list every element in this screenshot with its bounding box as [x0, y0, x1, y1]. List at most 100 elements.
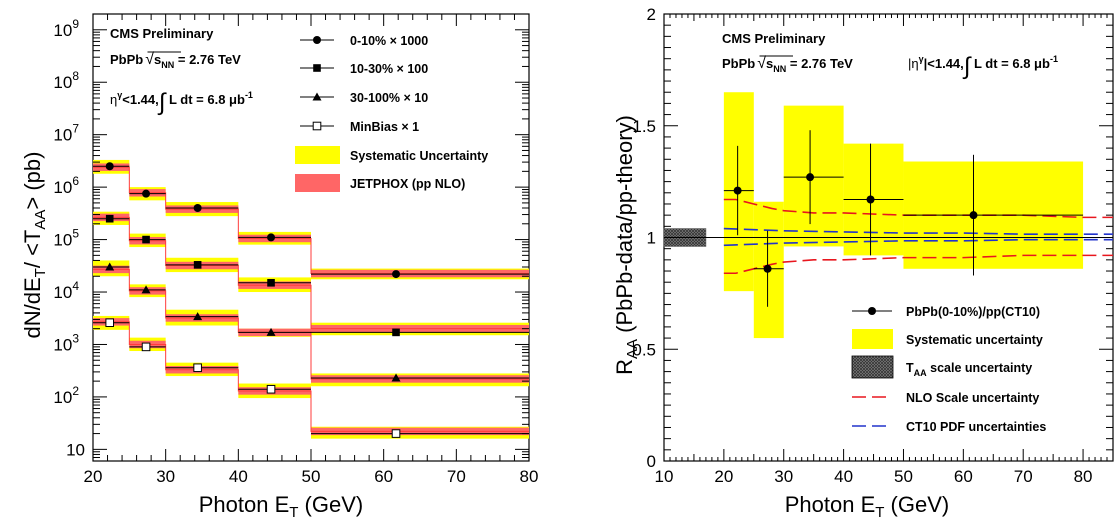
x-tick-label: 50: [302, 467, 321, 486]
left-lumi-label: ηγ<1.44,∫ L dt = 6.8 μb-1: [110, 89, 253, 116]
legend-label: MinBias × 1: [350, 120, 419, 134]
right-plot-content: [663, 92, 1113, 339]
left-y-axis-title: dN/dET/ <TAA> (pb): [20, 152, 49, 339]
y-tick-label: 105: [53, 227, 79, 250]
data-point: [193, 261, 202, 269]
x-tick-label: 70: [1014, 467, 1033, 486]
pdf-lower-curve: [723, 238, 1113, 247]
legend-marker: [312, 92, 322, 101]
y-tick-label: 107: [53, 122, 79, 145]
data-point: [193, 363, 202, 373]
x-tick-label: 70: [447, 467, 466, 486]
jetphox-line: [93, 321, 529, 432]
data-point: [392, 328, 400, 337]
left-y-ticks: 10 102 103 104 105 106 107 108 109: [53, 13, 529, 462]
x-tick-label: 30: [774, 467, 793, 486]
left-legend: 0-10% × 1000 10-30% × 100 30-100% × 10 MinB…: [295, 34, 488, 192]
x-tick-label: 40: [229, 467, 248, 486]
data-point: [806, 173, 815, 182]
left-panel: 20 30 40 50 60 70 80 1010210310410510610710810…: [20, 13, 539, 521]
right-y-ticks: 0 0.5 1 1.5 2: [632, 5, 1113, 471]
data-point: [105, 162, 114, 171]
legend-label: 30-100% × 10: [350, 91, 428, 105]
y-tick-label: 0: [647, 452, 656, 471]
y-tick-label: 104: [53, 279, 79, 302]
data-point: [141, 285, 151, 294]
legend-marker: [313, 36, 321, 44]
right-x-ticks: 10 20 30 40 50 60 70 80: [655, 14, 1114, 486]
data-point: [763, 264, 772, 273]
data-point: [391, 373, 401, 382]
legend-label: Systematic uncertainty: [906, 333, 1043, 347]
y-tick-label: 10: [66, 440, 85, 459]
data-point: [969, 211, 978, 220]
x-tick-label: 30: [156, 467, 175, 486]
y-tick-label: 1: [647, 229, 656, 248]
jetphox-line: [93, 166, 529, 275]
right-lumi-label: |ηγ|<1.44,∫ L dt = 6.8 μb-1: [908, 53, 1058, 80]
left-plot-content: [93, 159, 529, 439]
right-panel: 10 20 30 40 50 60 70 80 0 0.5 1 1.5 2 PbPb(0-10%)/p…: [612, 5, 1114, 521]
legend-swatch: [851, 355, 894, 379]
y-tick-label: 102: [53, 384, 79, 407]
data-point: [142, 235, 150, 244]
x-tick-label: 80: [520, 467, 539, 486]
data-point: [142, 189, 151, 198]
legend-label: CT10 PDF uncertainties: [906, 420, 1046, 434]
data-point: [866, 195, 875, 204]
x-tick-label: 20: [84, 467, 103, 486]
y-tick-label: 2: [647, 5, 656, 24]
left-x-ticks: 20 30 40 50 60 70 80: [84, 14, 539, 486]
left-cms-label: CMS Preliminary: [110, 26, 214, 41]
left-x-axis-title: Photon ET (GeV): [199, 492, 363, 521]
y-tick-label: 109: [53, 17, 79, 40]
legend-label: 0-10% × 1000: [350, 34, 428, 48]
legend-label: TAA scale uncertainty: [906, 361, 1032, 378]
x-tick-label: 60: [954, 467, 973, 486]
jetphox-line: [93, 216, 529, 330]
y-tick-label: 1.5: [632, 117, 656, 136]
data-point: [105, 214, 114, 223]
data-point: [267, 278, 275, 287]
data-point: [266, 384, 276, 394]
right-energy-label: PbPb √sNN = 2.76 TeV: [722, 55, 853, 74]
legend-swatch: [295, 174, 340, 192]
legend-label: NLO Scale uncertainty: [906, 391, 1039, 405]
data-point: [193, 312, 203, 321]
legend-marker: [868, 307, 876, 315]
legend-swatch: [295, 146, 340, 164]
jetphox-line: [93, 268, 529, 380]
legend-marker: [312, 121, 322, 131]
y-tick-label: 103: [53, 331, 79, 354]
x-tick-label: 10: [655, 467, 674, 486]
legend-label: Systematic Uncertainty: [350, 149, 488, 163]
legend-label: JETPHOX (pp NLO): [350, 177, 465, 191]
nlo-lower-curve: [723, 254, 1113, 275]
x-tick-label: 50: [894, 467, 913, 486]
right-y-axis-title: RAA (PbPb-data/pp-theory): [612, 115, 641, 375]
pdf-upper-curve: [723, 227, 1113, 235]
legend-swatch: [852, 329, 893, 349]
data-point: [267, 233, 276, 242]
right-x-axis-title: Photon ET (GeV): [785, 492, 949, 521]
x-tick-label: 80: [1074, 467, 1093, 486]
y-tick-label: 0.5: [632, 340, 656, 359]
x-tick-label: 20: [714, 467, 733, 486]
legend-marker: [313, 64, 321, 72]
right-cms-label: CMS Preliminary: [722, 31, 826, 46]
data-point: [266, 327, 276, 336]
data-point: [392, 270, 401, 279]
data-point: [105, 318, 115, 328]
x-tick-label: 60: [374, 467, 393, 486]
data-point: [391, 429, 401, 438]
legend-label: 10-30% × 100: [350, 62, 428, 76]
y-tick-label: 106: [53, 174, 79, 197]
data-point: [105, 262, 115, 271]
data-point: [733, 186, 742, 195]
x-tick-label: 40: [834, 467, 853, 486]
data-point: [193, 204, 202, 213]
right-legend: PbPb(0-10%)/pp(CT10) Systematic uncertain…: [851, 305, 1046, 434]
left-energy-label: PbPb √sNN = 2.76 TeV: [110, 51, 241, 70]
y-tick-label: 108: [53, 69, 79, 92]
